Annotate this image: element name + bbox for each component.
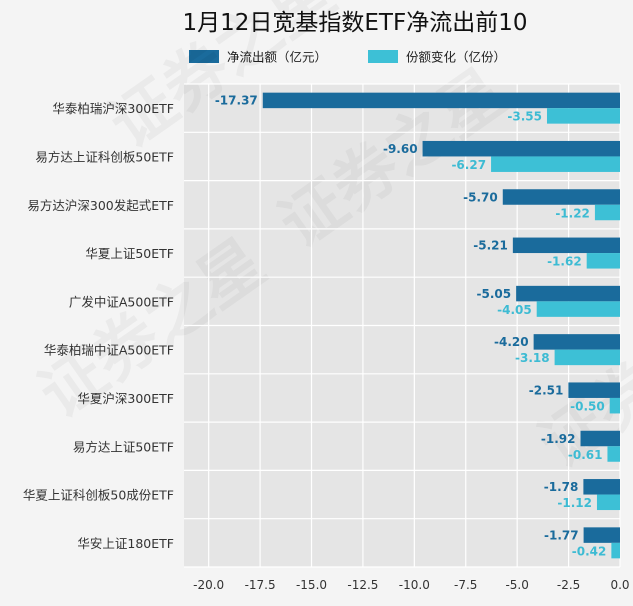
data-label-share-change: -0.50 — [570, 399, 605, 413]
bars — [262, 92, 620, 559]
bar-net-outflow — [568, 382, 620, 398]
category-label: 华夏上证科创板50成份ETF — [23, 488, 174, 503]
data-label-net-outflow: -2.51 — [529, 383, 564, 397]
bar-net-outflow — [533, 334, 620, 350]
chart-title: 1月12日宽基指数ETF净流出前10 — [183, 10, 528, 36]
legend-swatch-share-change — [368, 50, 398, 63]
x-tick-label: 0.0 — [610, 578, 629, 592]
bar-share-change — [607, 446, 620, 462]
bar-share-change — [554, 349, 620, 366]
x-tick-label: -2.5 — [557, 578, 580, 592]
category-label: 易方达沪深300发起式ETF — [27, 198, 174, 213]
bar-net-outflow — [262, 92, 620, 109]
x-axis: -20.0 -17.5 -15.0 -12.5 -10.0 -7.5 -5.0 -2.5 0.0 — [193, 578, 629, 592]
data-label-net-outflow: -4.20 — [494, 335, 529, 349]
bar-net-outflow — [502, 189, 620, 205]
x-tick-label: -17.5 — [245, 578, 276, 592]
bar-net-outflow — [512, 237, 620, 254]
x-tick-label: -12.5 — [347, 578, 378, 592]
value-labels: -17.37 -3.55 -9.60 -6.27 -5.70 -1.22 -5.21 -1.6… — [215, 94, 607, 559]
x-tick-label: -20.0 — [193, 578, 224, 592]
bar-net-outflow — [516, 285, 620, 302]
legend: 净流出额（亿元） 份额变化（亿份） — [189, 50, 506, 65]
grid — [184, 83, 621, 568]
bar-net-outflow — [422, 140, 620, 157]
legend-swatch-net-outflow — [189, 50, 219, 63]
bar-share-change — [536, 301, 620, 317]
bar-net-outflow — [583, 527, 620, 543]
category-label: 华泰柏瑞沪深300ETF — [52, 101, 174, 116]
bar-share-change — [546, 108, 620, 124]
category-label: 华夏上证50ETF — [85, 246, 174, 261]
x-tick-label: -5.0 — [505, 578, 528, 592]
bar-share-change — [586, 253, 620, 269]
data-label-net-outflow: -5.21 — [473, 239, 508, 253]
data-label-share-change: -0.61 — [568, 448, 603, 462]
data-label-net-outflow: -1.77 — [544, 528, 579, 542]
legend-label-share-change: 份额变化（亿份） — [406, 50, 506, 65]
bar-share-change — [594, 204, 620, 221]
data-label-net-outflow: -5.05 — [477, 287, 512, 301]
bar-net-outflow — [580, 430, 620, 447]
category-label: 华泰柏瑞中证A500ETF — [44, 343, 174, 358]
data-label-net-outflow: -17.37 — [215, 94, 258, 108]
x-tick-label: -15.0 — [296, 578, 327, 592]
data-label-net-outflow: -9.60 — [383, 142, 418, 156]
x-tick-label: -10.0 — [399, 578, 430, 592]
category-label: 易方达上证科创板50ETF — [35, 149, 174, 164]
data-label-share-change: -1.22 — [555, 206, 590, 220]
bar-share-change — [609, 397, 620, 414]
bar-share-change — [611, 542, 620, 559]
category-labels: 华泰柏瑞沪深300ETF 易方达上证科创板50ETF 易方达沪深300发起式ETF 华… — [23, 101, 174, 551]
data-label-net-outflow: -1.92 — [541, 432, 576, 446]
bar-share-change — [596, 494, 620, 511]
category-label: 易方达上证50ETF — [73, 439, 174, 454]
data-label-share-change: -3.18 — [515, 351, 550, 365]
category-label: 广发中证A500ETF — [69, 294, 174, 309]
data-label-share-change: -1.12 — [557, 496, 592, 510]
data-label-share-change: -6.27 — [451, 158, 486, 172]
category-label: 华安上证180ETF — [77, 536, 174, 551]
data-label-share-change: -4.05 — [497, 303, 532, 317]
data-label-share-change: -1.62 — [547, 255, 582, 269]
x-tick-label: -7.5 — [454, 578, 477, 592]
bar-net-outflow — [583, 479, 620, 495]
bar-share-change — [491, 156, 620, 172]
data-label-net-outflow: -1.78 — [544, 480, 579, 494]
data-label-share-change: -0.42 — [572, 544, 607, 558]
legend-label-net-outflow: 净流出额（亿元） — [227, 50, 327, 65]
data-label-net-outflow: -5.70 — [463, 190, 498, 204]
data-label-share-change: -3.55 — [507, 110, 542, 124]
category-label: 华夏沪深300ETF — [77, 391, 174, 406]
